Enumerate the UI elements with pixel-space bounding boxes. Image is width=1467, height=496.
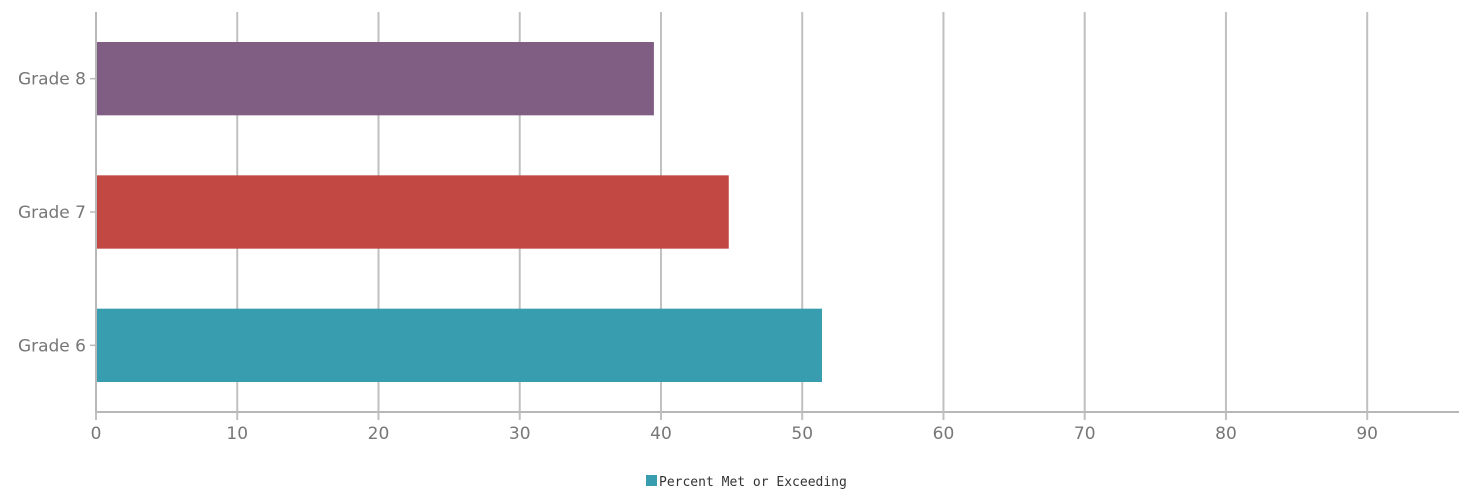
bar-grade-6[interactable] — [96, 308, 822, 382]
x-tick-label: 20 — [368, 424, 390, 444]
legend-label: Percent Met or Exceeding — [659, 475, 847, 490]
x-tick-label: 90 — [1356, 424, 1378, 444]
x-tick-label: 10 — [226, 424, 248, 444]
y-axis-ticks: Grade 8 Grade 7 Grade 6 — [18, 70, 96, 356]
x-tick-label: 70 — [1074, 424, 1096, 444]
bars — [96, 42, 822, 382]
y-tick-label: Grade 6 — [18, 336, 86, 356]
y-tick-label: Grade 7 — [18, 203, 86, 223]
bar-grade-7[interactable] — [96, 175, 729, 249]
legend-swatch — [646, 475, 657, 486]
bar-grade-8[interactable] — [96, 42, 654, 116]
y-tick-label: Grade 8 — [18, 70, 86, 90]
x-tick-label: 30 — [509, 424, 531, 444]
x-tick-label: 60 — [933, 424, 955, 444]
x-axis-ticks: 0 10 20 30 40 50 60 70 80 90 — [91, 412, 1378, 444]
x-tick-label: 80 — [1215, 424, 1237, 444]
x-tick-label: 0 — [91, 424, 102, 444]
x-tick-label: 50 — [791, 424, 813, 444]
x-tick-label: 40 — [650, 424, 672, 444]
legend[interactable]: Percent Met or Exceeding — [646, 475, 847, 490]
